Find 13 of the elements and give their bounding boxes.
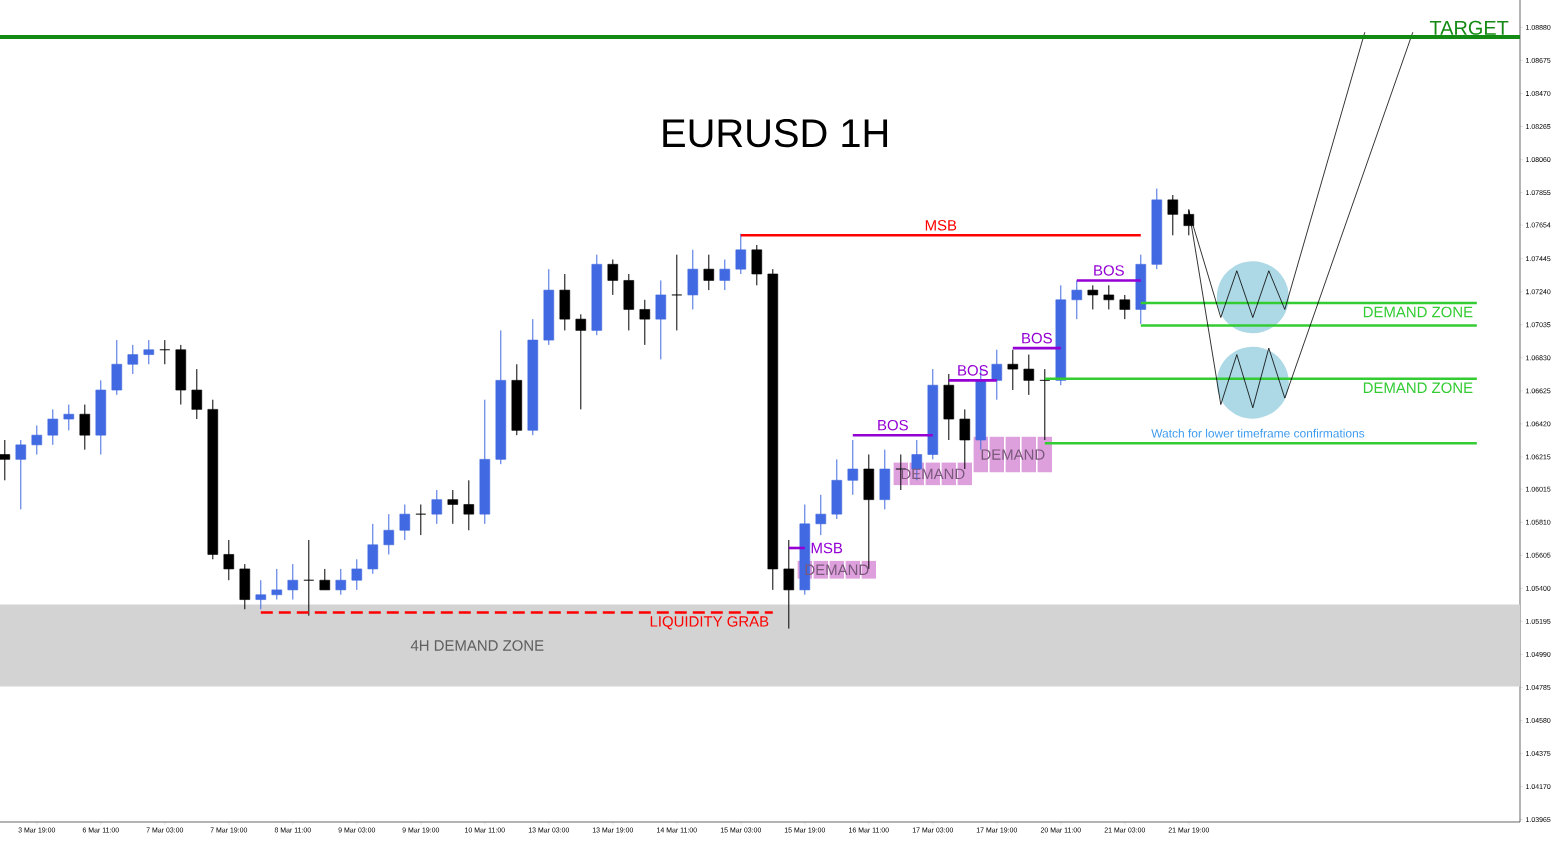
series-label: DEMAND ZONE (1363, 382, 1473, 394)
annotation: Watch for lower timeframe confirmations (1151, 428, 1365, 438)
band-label: 4H DEMAND ZONE (410, 640, 544, 651)
series-label: BOS (958, 365, 988, 376)
series-label: BOS (1094, 265, 1124, 276)
ref-line-label: TARGET (1429, 20, 1509, 35)
series-label: BOS (1022, 332, 1052, 344)
series-label: MSB (811, 542, 843, 554)
series-label: DEMAND ZONE (1363, 306, 1473, 318)
series-label: MSB (925, 220, 957, 231)
series-label: LIQUIDITY GRAB (650, 616, 769, 630)
text: EURUSD 1H (663, 119, 888, 148)
series-label: BOS (878, 419, 908, 431)
